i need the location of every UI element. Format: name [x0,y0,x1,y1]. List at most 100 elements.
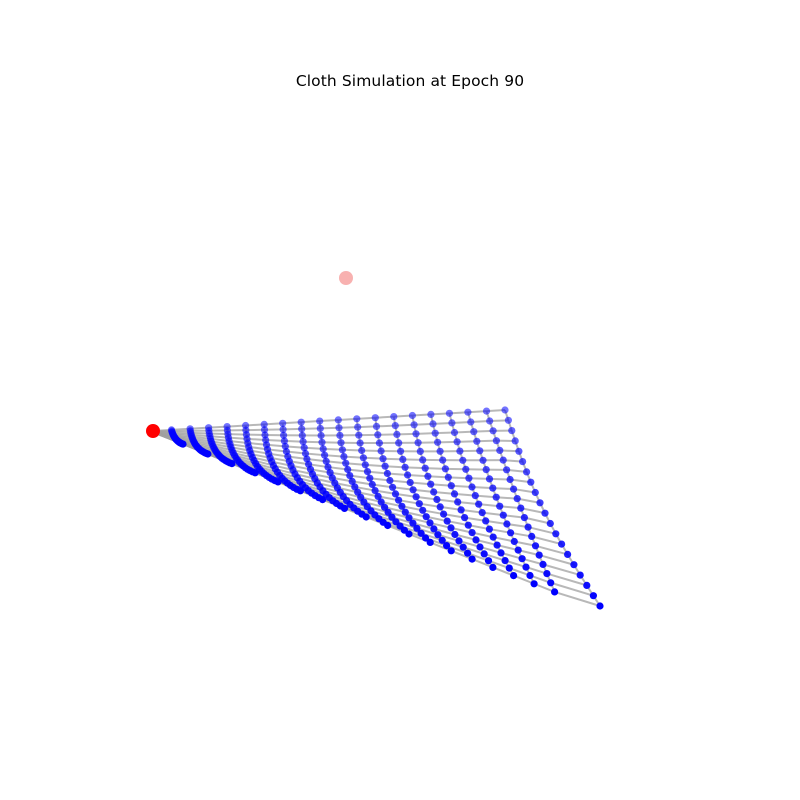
cloth-node [334,416,342,424]
cloth-node [480,550,488,558]
cloth-node [471,492,479,500]
cloth-node [496,446,504,454]
cloth-node [447,524,455,532]
cloth-node [467,418,475,426]
cloth-node [509,572,518,580]
cloth-node [499,456,507,464]
cloth-node [450,428,459,437]
cloth-node [381,503,389,511]
cloth-node [439,456,447,464]
cloth-node [321,451,329,459]
cloth-edge [492,566,514,577]
cloth-edge [441,539,464,549]
cloth-edge [500,551,523,560]
cloth-node [419,506,427,514]
cloth-edge [525,566,548,575]
cloth-node [296,487,304,495]
cloth-edge [483,552,506,562]
cloth-node [415,500,423,508]
cloth-edge [446,544,468,555]
cloth-node [461,514,469,522]
cloth-node [363,468,372,476]
cloth-node [416,447,424,455]
cloth-node [453,438,461,446]
cloth-node [527,478,535,486]
cloth-node [564,550,572,559]
cloth-node [338,446,346,454]
cloth-node [384,521,392,530]
cloth-node [489,563,497,572]
pinned-points [146,271,353,438]
cloth-node [362,513,370,521]
cloth-node [395,439,403,447]
cloth-node [417,529,425,537]
cloth-node [355,431,363,439]
cloth-node [468,483,476,491]
cloth-node [414,439,422,447]
cloth-node [546,519,554,528]
cloth-node [457,506,465,514]
cloth-node [372,422,381,430]
cloth-node [280,437,288,445]
cloth-node [506,475,514,484]
cloth-node [485,525,493,533]
chart-title: Cloth Simulation at Epoch 90 [295,72,525,90]
cloth-node [434,531,442,539]
cloth-node [317,431,325,440]
cloth-node [251,469,259,477]
cloth-node [444,473,452,481]
cloth-edge [504,559,527,569]
cloth-node [492,493,500,501]
cloth-node [390,413,398,421]
cloth-node [445,409,453,417]
cloth-node [356,439,364,447]
cloth-node [543,570,551,578]
cloth-edge [488,559,510,570]
cloth-edge [479,546,502,554]
cloth-node [401,463,409,471]
cloth-node [427,410,435,418]
cloth-node [335,424,343,432]
cloth-edge [513,574,535,585]
cloth-edge [462,546,485,555]
cloth-node [344,465,352,474]
cloth-node [366,474,374,482]
cloth-node [342,459,350,467]
cloth-node [297,418,305,426]
cloth-node [358,446,366,455]
cloth-node [361,461,369,469]
cloth-node [368,480,376,489]
cloth-node [412,430,420,438]
cloth-node [489,533,497,541]
cloth-node [409,519,417,527]
cloth-edge [514,540,536,547]
cloth-node [558,540,566,548]
cloth-node [583,581,591,590]
cloth-node [405,514,413,522]
cloth-node [322,457,330,465]
cloth-node [353,415,361,423]
cloth-edge [437,533,460,542]
cloth-node [375,439,383,447]
anchor-front-point [146,424,160,438]
cloth-node [391,422,399,430]
cloth-node [430,488,438,496]
cloth-node [476,543,484,551]
cloth-node [301,449,310,458]
cloth-edge [391,516,414,525]
cloth-node [318,438,326,446]
cloth-node [413,524,421,532]
cloth-node [508,427,516,435]
cloth-node [406,478,414,487]
cloth-node [523,468,531,476]
cloth-edge [517,497,541,504]
cloth-node [319,445,327,453]
cloth-node [517,504,525,512]
cloth-node [515,447,523,455]
cloth-node [482,407,491,415]
cloth-node [507,529,515,537]
cloth-node [492,437,500,445]
cloth-node [319,496,327,504]
cloth-node [468,529,476,537]
